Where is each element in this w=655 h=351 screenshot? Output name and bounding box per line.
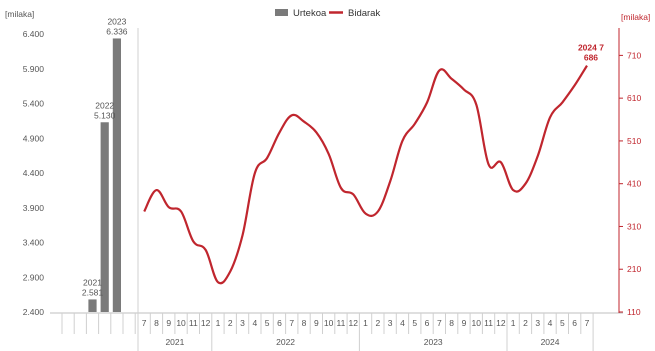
left-axis-unit: [milaka]	[5, 9, 34, 19]
month-labels: 7 8 9 10 11 12 1 2 3 4 5 6 7 8 9 10 11 12 1 2 3 4 5 6 7 8 9 10 11 12 1…	[142, 318, 590, 328]
left-tick-label: 3.900	[23, 203, 45, 213]
left-tick-label: 2.400	[23, 307, 45, 317]
left-tick-label: 6.400	[23, 29, 45, 39]
left-tick-label: 5.900	[23, 64, 45, 74]
month-label: 12	[496, 318, 506, 328]
legend-label-bidarak: Bidarak	[348, 8, 380, 19]
month-label: 1	[363, 318, 368, 328]
month-label: 8	[449, 318, 454, 328]
year-label-2021: 2021	[165, 337, 184, 347]
bar-year-label: 2022	[95, 100, 114, 110]
month-label: 12	[201, 318, 211, 328]
month-label: 9	[166, 318, 171, 328]
right-tick-label: 210	[627, 264, 641, 274]
month-label: 4	[252, 318, 257, 328]
right-axis-ticks: 710 610 510 410 310 210 110	[619, 50, 641, 317]
year-label-2023: 2023	[424, 337, 443, 347]
month-label: 6	[277, 318, 282, 328]
year-label-2022: 2022	[276, 337, 295, 347]
right-tick-label: 410	[627, 179, 641, 189]
month-label: 6	[425, 318, 430, 328]
month-label: 1	[511, 318, 516, 328]
line-end-value: 686	[584, 53, 598, 63]
left-tick-label: 2.900	[23, 272, 45, 282]
month-label: 3	[535, 318, 540, 328]
month-label: 12	[349, 318, 359, 328]
month-label: 8	[154, 318, 159, 328]
month-label: 7	[142, 318, 147, 328]
month-label: 5	[265, 318, 270, 328]
month-label: 1	[216, 318, 221, 328]
right-tick-label: 510	[627, 136, 641, 146]
bar-year-label: 2023	[107, 16, 126, 26]
month-label: 8	[302, 318, 307, 328]
bar-2021	[88, 299, 97, 312]
month-label: 11	[484, 318, 493, 328]
right-axis-unit: [milaka]	[621, 12, 650, 22]
month-label: 9	[314, 318, 319, 328]
bar-value-label: 2.581	[82, 287, 104, 297]
year-labels: 2021 2022 2023 2024	[165, 337, 559, 347]
month-label: 10	[176, 318, 186, 328]
year-label-2024: 2024	[541, 337, 560, 347]
left-tick-label: 5.400	[23, 99, 45, 109]
legend-label-urtekoa: Urtekoa	[293, 8, 327, 19]
left-tick-label: 4.900	[23, 133, 45, 143]
bar-value-label: 6.336	[106, 26, 128, 36]
month-label: 10	[324, 318, 334, 328]
bar-2022	[100, 122, 109, 312]
month-label: 10	[472, 318, 482, 328]
month-label: 3	[240, 318, 245, 328]
left-tick-label: 3.400	[23, 238, 45, 248]
bar-2023	[112, 38, 121, 312]
bars	[88, 38, 121, 312]
month-label: 6	[572, 318, 577, 328]
bar-year-label: 2021	[83, 277, 102, 287]
month-label: 2	[523, 318, 528, 328]
month-label: 5	[412, 318, 417, 328]
month-label: 4	[400, 318, 405, 328]
left-tick-label: 4.400	[23, 168, 45, 178]
line-end-period: 2024 7	[578, 43, 604, 53]
month-label: 3	[388, 318, 393, 328]
right-tick-label: 310	[627, 221, 641, 231]
month-label: 11	[337, 318, 346, 328]
bidarak-line	[143, 65, 588, 285]
month-label: 11	[189, 318, 198, 328]
legend-bar-swatch	[275, 9, 288, 16]
right-tick-label: 110	[627, 307, 641, 317]
month-label: 7	[289, 318, 294, 328]
legend: Urtekoa Bidarak	[275, 8, 380, 19]
right-tick-label: 710	[627, 50, 641, 60]
month-label: 5	[560, 318, 565, 328]
right-tick-label: 610	[627, 93, 641, 103]
month-label: 2	[375, 318, 380, 328]
month-label: 9	[462, 318, 467, 328]
month-label: 4	[548, 318, 553, 328]
axes	[50, 28, 623, 351]
left-axis-ticks: 6.400 5.900 5.400 4.900 4.400 3.900 3.400 2.900…	[23, 29, 45, 317]
month-label: 2	[228, 318, 233, 328]
month-label: 7	[585, 318, 590, 328]
bar-value-label: 5.130	[94, 110, 116, 120]
month-label: 7	[437, 318, 442, 328]
